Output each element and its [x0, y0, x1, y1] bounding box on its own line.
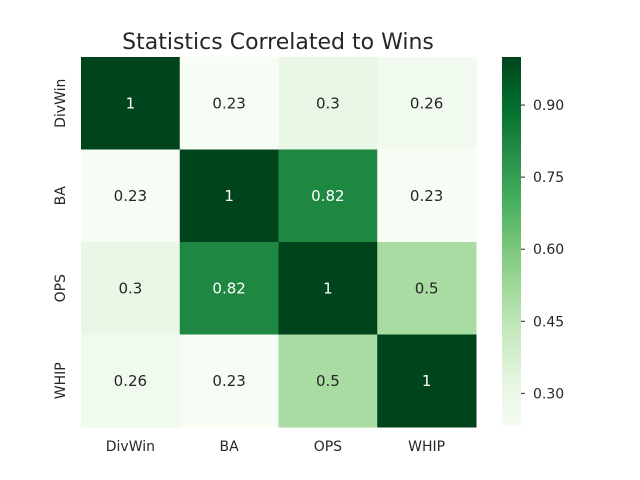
cell-annotation: 0.3: [118, 279, 142, 297]
cell-annotation: 0.23: [212, 94, 245, 112]
heatmap-cell-whip-divwin: [81, 334, 181, 428]
cell-annotation: 0.23: [410, 187, 443, 205]
cell-annotation: 0.82: [311, 187, 344, 205]
cell-annotation: 1: [126, 94, 136, 112]
cell-annotation: 0.26: [114, 372, 147, 390]
heatmap-cell-ba-divwin: [81, 149, 181, 243]
heatmap-cell-ops-ba: [179, 242, 279, 335]
heatmap-cell-divwin-ba: [179, 57, 279, 150]
heatmap-cell-ba-ba: [179, 149, 279, 243]
y-axis: DivWin BA OPS WHIP: [53, 79, 69, 400]
heatmap-cell-whip-ba: [179, 334, 279, 428]
cell-annotation: 0.82: [212, 279, 245, 297]
x-axis: DivWin BA OPS WHIP: [106, 439, 445, 455]
x-tick-label: DivWin: [106, 439, 155, 455]
x-tick-label: WHIP: [408, 439, 445, 455]
cell-annotation: 1: [224, 187, 234, 205]
colorbar-tick-label: 0.75: [533, 170, 564, 186]
x-tick-label: BA: [220, 439, 240, 455]
colorbar-gradient: [502, 57, 521, 427]
heatmap-cell-divwin-ops: [278, 57, 378, 150]
y-tick-label: DivWin: [53, 79, 69, 128]
heatmap-cell-ba-whip: [377, 149, 477, 243]
colorbar: 0.30 0.45 0.60 0.75 0.90: [502, 57, 564, 427]
colorbar-tick-label: 0.30: [533, 386, 564, 402]
colorbar-tick-label: 0.45: [533, 314, 564, 330]
cell-annotation: 1: [422, 372, 432, 390]
y-tick-label: BA: [53, 186, 69, 206]
cell-annotation: 0.3: [316, 94, 340, 112]
y-tick-label: OPS: [53, 274, 69, 302]
cell-annotation: 0.5: [316, 372, 340, 390]
chart-title: Statistics Correlated to Wins: [122, 30, 434, 55]
heatmap-cell-divwin-whip: [377, 57, 477, 150]
heatmap-cell-ba-ops: [278, 149, 378, 243]
x-tick-label: OPS: [314, 439, 342, 455]
heatmap-cell-whip-whip: [377, 334, 477, 428]
cell-annotation: 0.23: [114, 187, 147, 205]
cell-annotation: 0.26: [410, 94, 443, 112]
cell-annotation: 1: [323, 279, 333, 297]
heatmap-cell-whip-ops: [278, 334, 378, 428]
heatmap-cell-ops-divwin: [81, 242, 181, 335]
colorbar-tick-label: 0.90: [533, 98, 564, 114]
cell-annotation: 0.23: [212, 372, 245, 390]
heatmap-cell-ops-whip: [377, 242, 477, 335]
heatmap-cells: 1 0.23 0.3 0.26 0.23 1 0.82 0.23 0.3 0.82 1 0.5 0.26…: [81, 57, 477, 428]
y-tick-label: WHIP: [53, 362, 69, 399]
heatmap-cell-ops-ops: [278, 242, 378, 335]
cell-annotation: 0.5: [415, 279, 439, 297]
heatmap-cell-divwin-divwin: [81, 57, 181, 150]
colorbar-tick-label: 0.60: [533, 242, 564, 258]
